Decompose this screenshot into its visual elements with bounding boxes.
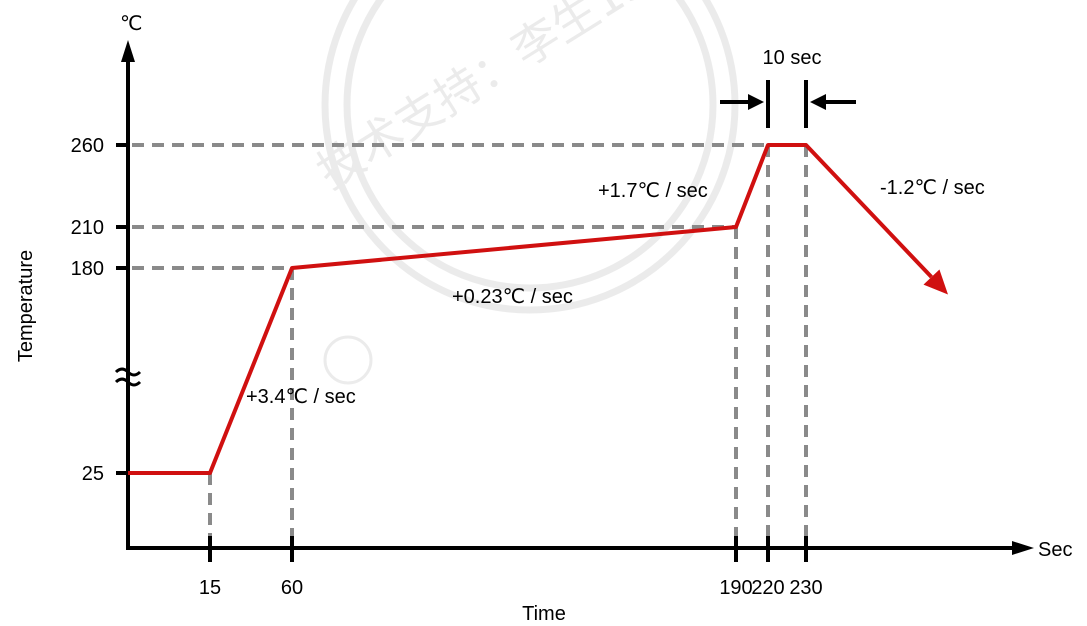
x-axis-arrowhead — [1012, 541, 1034, 555]
axes — [114, 40, 1034, 555]
peak-duration-label: 10 sec — [763, 47, 822, 69]
ramp1-rate-label: +3.4℃ / sec — [246, 386, 356, 408]
x-axis-title: Time — [522, 603, 566, 625]
x-tick-label-60: 60 — [281, 577, 303, 599]
peak-right-arrowhead — [810, 94, 826, 110]
peak-duration-indicator: 10 sec — [720, 47, 856, 128]
y-axis-title: Temperature — [15, 250, 37, 362]
watermark-small-circle — [323, 335, 373, 385]
profile-line — [128, 143, 933, 475]
y-axis-arrowhead — [121, 40, 135, 62]
watermark-ring-inner — [343, 0, 717, 292]
y-tick-label-260: 260 — [71, 135, 104, 157]
cool-rate-label: -1.2℃ / sec — [880, 177, 985, 199]
y-tick-label-25: 25 — [82, 463, 104, 485]
soak-rate-label: +0.23℃ / sec — [452, 286, 573, 308]
peak-left-arrowhead — [748, 94, 764, 110]
ramp2-rate-label: +1.7℃ / sec — [598, 180, 708, 202]
y-unit-label: ℃ — [120, 13, 142, 35]
profile-arrowhead — [923, 269, 948, 295]
watermark-text: 技术支持：李生1369 — [307, 0, 708, 199]
y-tick-label-210: 210 — [71, 217, 104, 239]
x-tick-label-15: 15 — [199, 577, 221, 599]
x-tick-label-190: 190 — [719, 577, 752, 599]
temperature-profile — [128, 143, 948, 475]
y-tick-label-180: 180 — [71, 258, 104, 280]
x-tick-label-220: 220 — [751, 577, 784, 599]
guide-lines — [132, 143, 808, 546]
x-tick-label-230: 230 — [789, 577, 822, 599]
watermark-ring-outer — [321, 0, 739, 314]
x-unit-label: Sec — [1038, 539, 1072, 561]
axis-break-icon — [114, 367, 142, 387]
